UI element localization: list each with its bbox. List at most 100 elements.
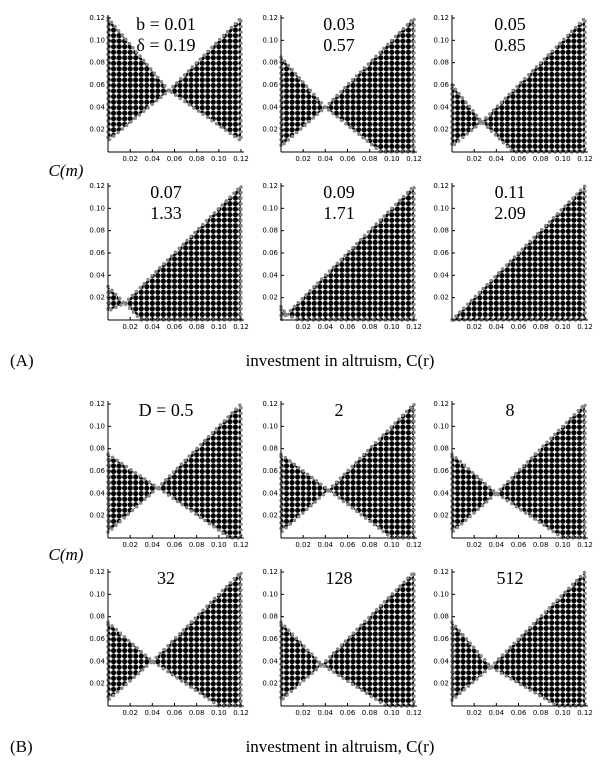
x-tick-label: 0.08 <box>362 709 378 717</box>
y-tick-label: 0.10 <box>89 422 105 430</box>
x-tick-label: 0.04 <box>489 155 505 163</box>
y-tick-label: 0.08 <box>262 613 278 621</box>
region <box>106 618 155 705</box>
y-tick-label: 0.06 <box>89 81 105 89</box>
x-tick-label: 0.02 <box>122 323 138 331</box>
y-tick-label: 0.12 <box>433 568 449 576</box>
x-tick-label: 0.02 <box>122 709 138 717</box>
y-tick-label: 0.08 <box>433 613 449 621</box>
y-tick-label: 0.02 <box>89 126 105 134</box>
y-tick-label: 0.08 <box>433 59 449 67</box>
x-tick-label: 0.12 <box>233 709 249 717</box>
x-tick-label: 0.08 <box>533 155 549 163</box>
x-tick-label: 0.02 <box>295 541 311 549</box>
x-tick-label: 0.10 <box>211 709 227 717</box>
y-tick-label: 0.12 <box>89 14 105 22</box>
x-axis-label: investment in altruism, C(r) <box>246 351 435 370</box>
x-tick-label: 0.04 <box>145 155 161 163</box>
x-tick-label: 0.04 <box>318 541 334 549</box>
part-label: (B) <box>10 737 33 756</box>
y-tick-label: 0.06 <box>89 635 105 643</box>
y-tick-label: 0.12 <box>262 182 278 190</box>
panel-label: 0.03 <box>323 14 355 34</box>
y-tick-label: 0.02 <box>262 126 278 134</box>
x-tick-label: 0.06 <box>167 709 183 717</box>
panel-label: 32 <box>157 568 175 588</box>
y-tick-label: 0.08 <box>89 613 105 621</box>
panel-label: 2.09 <box>494 203 526 223</box>
region <box>279 52 328 151</box>
y-tick-label: 0.10 <box>433 590 449 598</box>
y-tick-label: 0.04 <box>89 657 105 665</box>
x-tick-label: 0.12 <box>233 541 249 549</box>
y-tick-label: 0.02 <box>89 294 105 302</box>
x-tick-label: 0.12 <box>233 323 249 331</box>
region <box>155 399 243 540</box>
x-tick-label: 0.08 <box>189 323 205 331</box>
y-tick-label: 0.04 <box>262 271 278 279</box>
y-tick-label: 0.08 <box>433 227 449 235</box>
y-tick-label: 0.04 <box>89 489 105 497</box>
y-tick-label: 0.10 <box>262 590 278 598</box>
x-axis-label: investment in altruism, C(r) <box>246 737 435 756</box>
y-tick-label: 0.04 <box>433 103 449 111</box>
y-tick-label: 0.12 <box>433 14 449 22</box>
y-tick-label: 0.12 <box>262 14 278 22</box>
panel-label: 0.85 <box>494 35 526 55</box>
x-tick-label: 0.02 <box>295 155 311 163</box>
x-tick-label: 0.08 <box>189 155 205 163</box>
x-tick-label: 0.10 <box>384 541 400 549</box>
panel-label: 8 <box>506 400 515 420</box>
x-tick-label: 0.06 <box>167 541 183 549</box>
region <box>106 13 172 145</box>
x-tick-label: 0.06 <box>340 709 356 717</box>
x-tick-label: 0.08 <box>362 323 378 331</box>
x-tick-label: 0.12 <box>577 709 593 717</box>
panel-label: b = 0.01 <box>136 14 196 34</box>
x-tick-label: 0.10 <box>384 709 400 717</box>
x-tick-label: 0.04 <box>489 541 505 549</box>
y-tick-label: 0.06 <box>262 249 278 257</box>
y-tick-label: 0.04 <box>433 271 449 279</box>
y-tick-label: 0.08 <box>262 59 278 67</box>
x-tick-label: 0.08 <box>533 323 549 331</box>
x-tick-label: 0.02 <box>122 541 138 549</box>
y-tick-label: 0.06 <box>262 635 278 643</box>
y-tick-label: 0.06 <box>262 81 278 89</box>
y-tick-label: 0.02 <box>433 512 449 520</box>
y-tick-label: 0.12 <box>262 400 278 408</box>
x-tick-label: 0.10 <box>555 323 571 331</box>
x-tick-label: 0.12 <box>577 155 593 163</box>
x-tick-label: 0.12 <box>233 155 249 163</box>
x-tick-label: 0.10 <box>211 541 227 549</box>
panel-label: 0.11 <box>495 182 526 202</box>
y-tick-label: 0.06 <box>433 635 449 643</box>
y-tick-label: 0.10 <box>89 204 105 212</box>
y-tick-label: 0.06 <box>262 467 278 475</box>
y-tick-label: 0.10 <box>89 36 105 44</box>
x-tick-label: 0.08 <box>362 541 378 549</box>
panel-label: D = 0.5 <box>139 400 194 420</box>
x-tick-label: 0.04 <box>145 541 161 549</box>
x-tick-label: 0.10 <box>384 323 400 331</box>
x-tick-label: 0.06 <box>511 541 527 549</box>
y-tick-label: 0.08 <box>262 227 278 235</box>
y-axis-label: C(m) <box>49 161 84 180</box>
y-tick-label: 0.10 <box>262 204 278 212</box>
x-tick-label: 0.10 <box>211 323 227 331</box>
x-tick-label: 0.12 <box>577 541 593 549</box>
x-tick-label: 0.08 <box>189 541 205 549</box>
x-tick-label: 0.04 <box>145 709 161 717</box>
x-tick-label: 0.12 <box>406 323 422 331</box>
x-tick-label: 0.12 <box>577 323 593 331</box>
x-tick-label: 0.06 <box>511 709 527 717</box>
y-tick-label: 0.12 <box>89 568 105 576</box>
region <box>326 399 416 540</box>
x-tick-label: 0.06 <box>511 155 527 163</box>
y-tick-label: 0.08 <box>89 445 105 453</box>
panel-label: 512 <box>497 568 524 588</box>
y-tick-label: 0.10 <box>262 422 278 430</box>
x-tick-label: 0.08 <box>362 155 378 163</box>
x-tick-label: 0.12 <box>406 541 422 549</box>
